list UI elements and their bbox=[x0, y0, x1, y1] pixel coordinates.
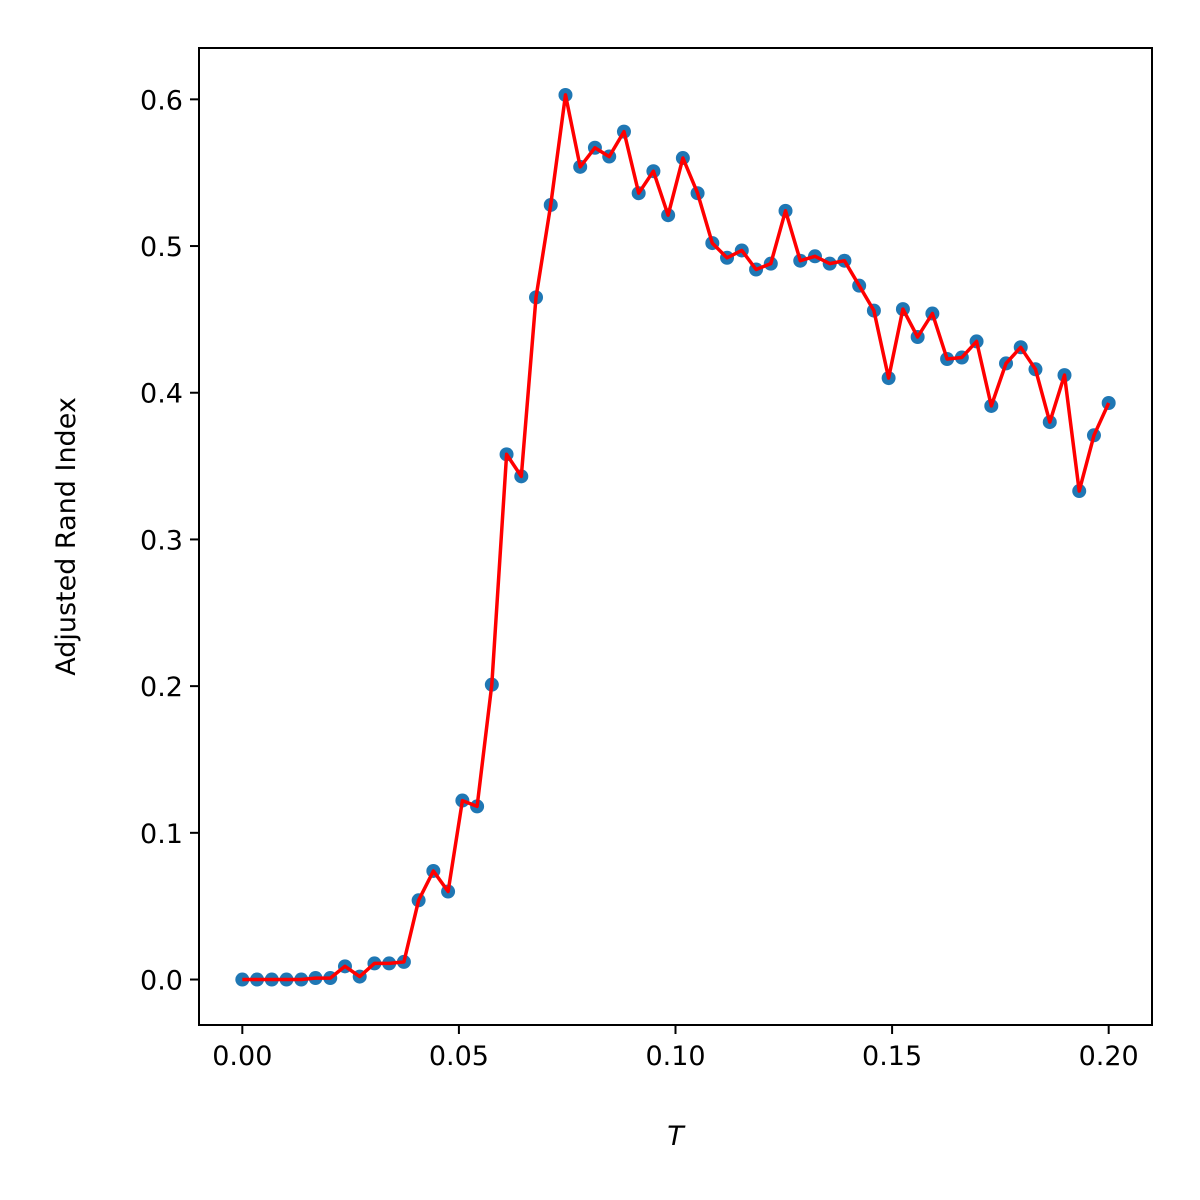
plot-series bbox=[235, 87, 1116, 987]
x-axis: 0.00 0.05 0.10 0.15 0.20 bbox=[212, 1025, 1139, 1072]
x-tick-label: 0.20 bbox=[1079, 1041, 1139, 1072]
x-tick-label: 0.00 bbox=[212, 1041, 272, 1072]
x-tick-label: 0.10 bbox=[645, 1041, 705, 1072]
y-tick-label: 0.4 bbox=[140, 379, 183, 410]
y-axis: 0.0 0.1 0.2 0.3 0.4 0.5 0.6 bbox=[140, 85, 199, 997]
x-tick-label: 0.05 bbox=[429, 1041, 489, 1072]
series-line bbox=[242, 93, 1111, 982]
x-axis-label: T bbox=[667, 1121, 686, 1152]
x-tick-label: 0.15 bbox=[862, 1041, 922, 1072]
y-axis-label: Adjusted Rand Index bbox=[51, 397, 82, 676]
y-tick-label: 0.5 bbox=[140, 232, 183, 263]
y-tick-label: 0.2 bbox=[140, 672, 183, 703]
y-tick-label: 0.3 bbox=[140, 525, 183, 556]
y-tick-label: 0.6 bbox=[140, 85, 183, 116]
y-tick-label: 0.0 bbox=[140, 966, 183, 997]
y-tick-label: 0.1 bbox=[140, 819, 183, 850]
